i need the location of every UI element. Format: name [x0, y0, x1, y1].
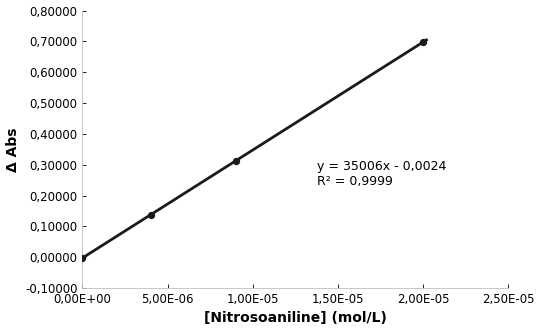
X-axis label: [Nitrosoaniline] (mol/L): [Nitrosoaniline] (mol/L): [204, 311, 387, 325]
Point: [78, 255, 87, 260]
Point: [146, 212, 155, 217]
Point: [232, 158, 240, 164]
Y-axis label: Δ Abs: Δ Abs: [5, 127, 19, 171]
Point: [418, 39, 427, 45]
Text: y = 35006x - 0,0024
R² = 0,9999: y = 35006x - 0,0024 R² = 0,9999: [318, 160, 447, 188]
